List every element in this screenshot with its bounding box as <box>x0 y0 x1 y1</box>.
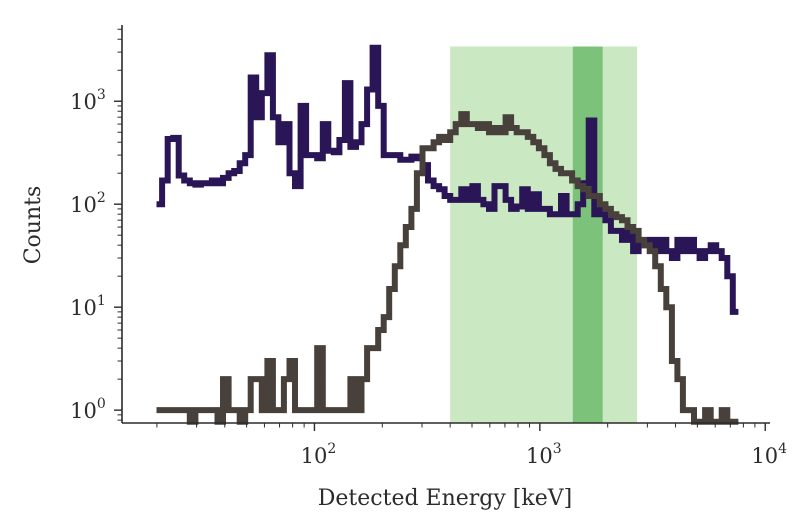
series-line-2 <box>156 111 739 425</box>
x-tick-label: 103 <box>526 441 562 468</box>
x-tick-label: 104 <box>751 441 787 468</box>
axes <box>121 25 770 424</box>
y-tick-label-exponent: 1 <box>97 293 106 309</box>
x-axis-label: Detected Energy [keV] <box>318 486 572 511</box>
x-tick-label-exponent: 4 <box>778 441 787 457</box>
x-tick-label-base: 10 <box>751 444 778 468</box>
shaded-region-1 <box>450 46 638 424</box>
y-tick-label: 102 <box>70 190 106 217</box>
y-tick-label-exponent: 2 <box>97 190 106 206</box>
x-tick-label-exponent: 2 <box>327 441 336 457</box>
x-tick-label-base: 10 <box>526 444 553 468</box>
y-tick-label-base: 10 <box>70 193 97 217</box>
y-tick-label-base: 10 <box>70 399 97 423</box>
y-tick-label: 103 <box>70 87 106 114</box>
series-line-1 <box>156 44 739 315</box>
y-tick-label-base: 10 <box>70 90 97 114</box>
y-tick-label-exponent: 0 <box>97 396 106 412</box>
y-axis-label: Counts <box>21 186 46 265</box>
shaded-region-2 <box>572 46 603 424</box>
y-tick-label: 100 <box>70 396 106 423</box>
y-tick-label-base: 10 <box>70 296 97 320</box>
x-tick-label: 102 <box>301 441 337 468</box>
tick-marks <box>114 28 766 431</box>
x-tick-label-exponent: 3 <box>553 441 562 457</box>
shaded-regions <box>450 46 638 424</box>
spectrum-series <box>156 44 739 425</box>
y-tick-label-exponent: 3 <box>97 87 106 103</box>
x-tick-label-base: 10 <box>301 444 328 468</box>
y-tick-label: 101 <box>70 293 106 320</box>
